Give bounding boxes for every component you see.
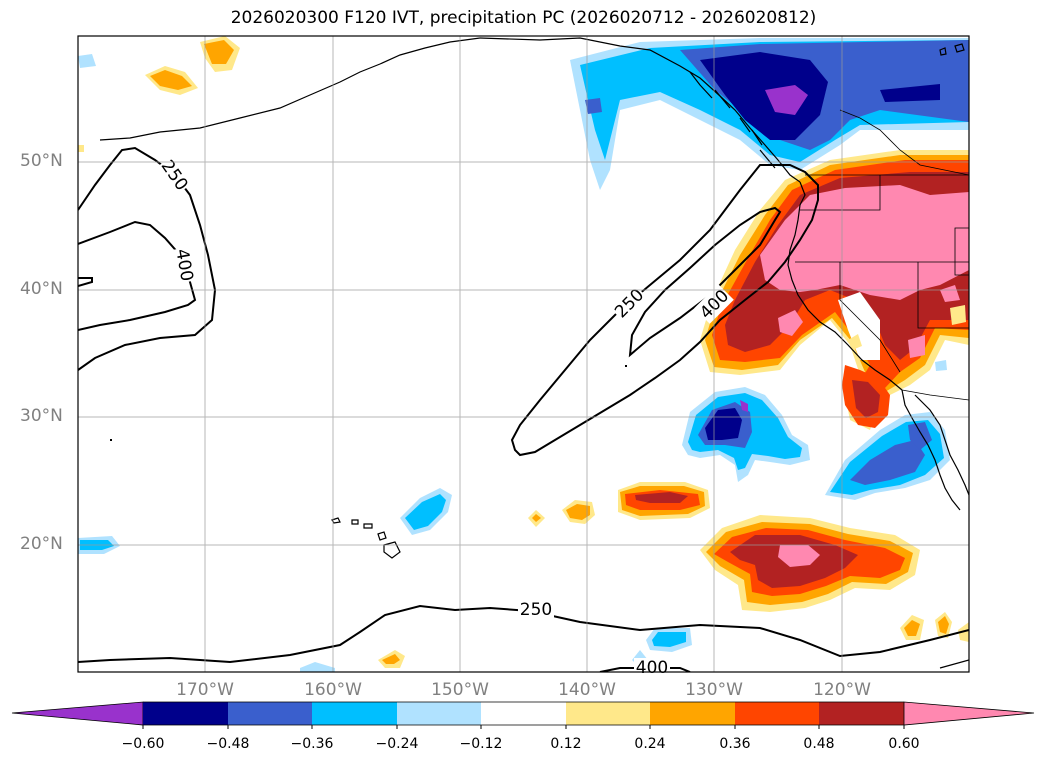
lon-label-120w: 120°W [813,680,871,700]
colorbar-extend-high [903,701,1035,726]
chart-title: 2026020300 F120 IVT, precipitation PC (2… [230,8,817,28]
lon-label-160w: 160°W [304,680,362,700]
colorbar-bin [819,702,904,725]
lat-label-40n: 40°N [20,279,63,299]
lat-label-20n: 20°N [20,534,63,554]
colorbar-tick: 0.60 [888,736,920,752]
colorbar-bin [735,702,819,725]
lon-label-150w: 150°W [431,680,489,700]
negative-anomaly-central [682,387,810,482]
colorbar-tick: −0.12 [459,736,503,752]
lon-label-130w: 130°W [685,680,743,700]
colorbar-bin [143,702,228,725]
colorbar-tick: −0.24 [375,736,419,752]
colorbar-bin [481,702,566,725]
colorbar-extend-low [11,701,144,726]
colorbar-tick: 0.36 [719,736,751,752]
colorbar-tick: 0.48 [803,736,835,752]
colorbar [11,701,1035,729]
lon-label-170w: 170°W [176,680,234,700]
colorbar-bin [312,702,397,725]
colorbar-tick: −0.48 [206,736,250,752]
lat-label-30n: 30°N [20,406,63,426]
contour-label-400-west: 400 [171,247,196,282]
lat-label-50n: 50°N [20,151,63,171]
contour-label-400-south: 400 [636,658,668,678]
colorbar-bin [650,702,735,725]
negative-anomaly-baja [825,412,950,500]
positive-anomaly-mid-pacific [618,482,710,520]
plot-frame [77,35,970,673]
negative-anomaly-gulf-alaska [570,38,969,190]
colorbar-bin [228,702,312,725]
colorbar-tick: −0.36 [290,736,334,752]
lon-label-140w: 140°W [558,680,616,700]
positive-anomaly-subtropical [700,515,920,612]
political-borders [795,109,969,401]
colorbar-tick: 0.24 [634,736,666,752]
gridlines [78,36,969,672]
contour-label-250-south: 250 [520,600,552,620]
contour-labels: 250 400 250 400 250 400 [156,154,734,678]
colorbar-tick: 0.12 [550,736,582,752]
colorbar-bin [566,702,650,725]
colorbar-tick: −0.60 [121,736,165,752]
colorbar-bin [397,702,481,725]
